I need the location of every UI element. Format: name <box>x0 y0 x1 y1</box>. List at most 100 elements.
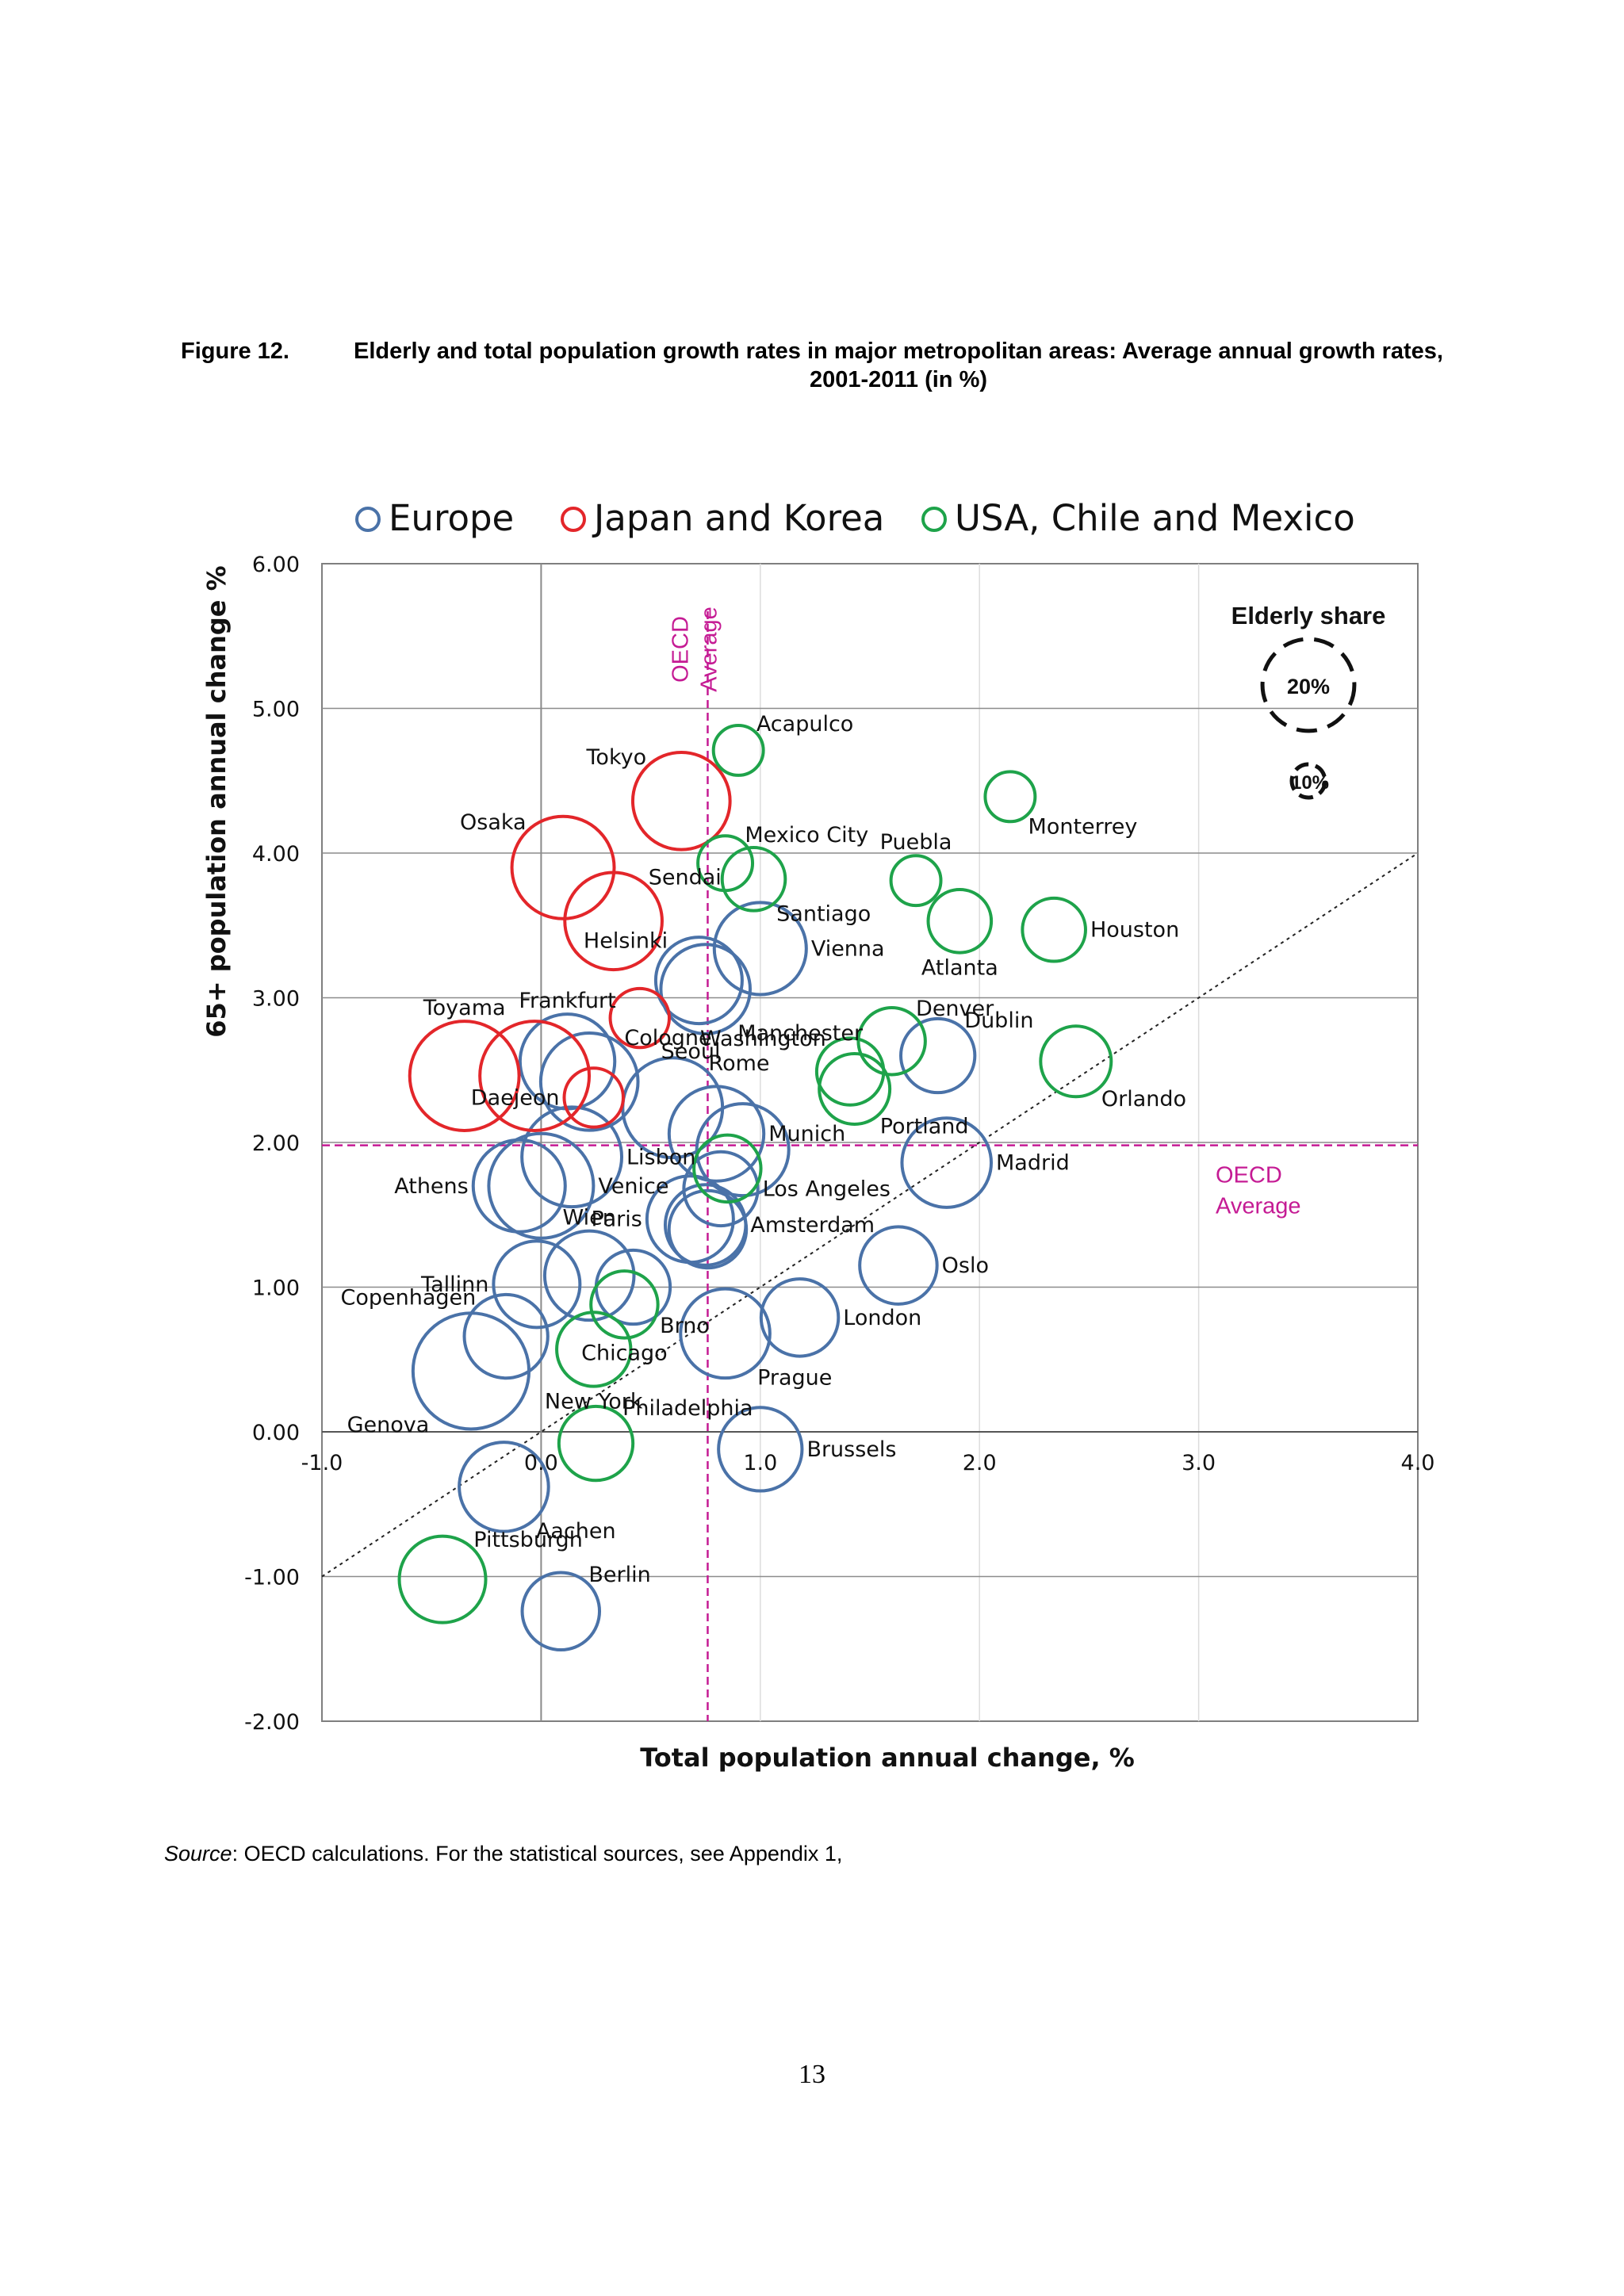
bubble-munich <box>695 1102 791 1198</box>
legend-label-usa: USA, Chile and Mexico <box>955 497 1355 539</box>
city-label: Orlando <box>1101 1087 1186 1112</box>
bubble-monterrey <box>983 770 1037 824</box>
size-legend-label-20: 20% <box>1287 675 1330 698</box>
city-label: Los Angeles <box>763 1177 891 1201</box>
bubble-genova <box>411 1311 531 1431</box>
city-label: Denver <box>916 997 994 1021</box>
bubble-philadelphia <box>557 1404 635 1483</box>
source-note: Source: OECD calculations. For the stati… <box>164 1842 842 1866</box>
bubble-tokyo <box>630 750 732 851</box>
y-tick-label: 2.00 <box>252 1131 300 1156</box>
x-tick-label: 1.0 <box>743 1451 777 1475</box>
city-label: Brno <box>660 1314 710 1338</box>
bubble-new-york <box>555 1311 633 1388</box>
bubble-osaka <box>510 814 616 920</box>
x-tick-label: -1.0 <box>301 1451 343 1475</box>
bubble-munich <box>667 1085 766 1183</box>
bubble-acapulco <box>711 723 765 777</box>
bubble-seoul <box>608 986 672 1050</box>
bubble-denver <box>856 1006 927 1077</box>
bubble-kitakyushu <box>478 1020 592 1132</box>
bubble-madrid <box>900 1116 994 1209</box>
bubble-daejeon <box>562 1066 625 1129</box>
city-label: Amsterdam <box>750 1213 875 1238</box>
y-tick-label: 6.00 <box>252 553 300 577</box>
bubble-puebla <box>889 854 943 908</box>
city-label: Monterrey <box>1028 814 1138 839</box>
y-tick-label: 5.00 <box>252 698 300 722</box>
bubble-prague <box>679 1287 772 1380</box>
grid <box>321 563 1419 1722</box>
city-label: Dublin <box>964 1008 1033 1033</box>
city-label: Acapulco <box>756 712 854 737</box>
city-label: Seoul <box>661 1039 721 1064</box>
bubble-london <box>759 1277 841 1358</box>
city-label: Lisbon <box>626 1145 695 1169</box>
reference-line <box>321 852 1419 1578</box>
x-tick-label: 3.0 <box>1182 1451 1216 1475</box>
city-label: London <box>843 1306 921 1330</box>
bubble-los-angeles <box>692 1133 763 1204</box>
city-label: Daejeon <box>471 1085 560 1110</box>
city-label: Prague <box>757 1365 832 1390</box>
page-number: 13 <box>799 2060 825 2089</box>
bubble-oslo <box>858 1225 939 1306</box>
city-label: Aachen <box>536 1519 616 1544</box>
city-label: New York <box>545 1390 643 1414</box>
oecd-average-horizontal-label-1: OECD <box>1216 1163 1282 1188</box>
oecd-average-horizontal-label-2: Average <box>1216 1194 1301 1219</box>
bubble-stockholm <box>667 1188 749 1270</box>
bubble-chicago <box>589 1269 660 1340</box>
bubble-houston <box>1021 896 1087 963</box>
oecd-average-vertical-label-1: OECD <box>668 616 693 683</box>
bubble-aachen <box>458 1441 550 1533</box>
bubble-manchester <box>659 943 752 1035</box>
legend-marker-usa <box>921 507 947 532</box>
bubble-dublin <box>899 1016 977 1095</box>
city-label: Rome <box>709 1051 770 1076</box>
reference-line-group <box>321 852 1419 1578</box>
y-tick-label: -1.00 <box>244 1566 300 1590</box>
size-legend-label-10: 10% <box>1291 772 1329 794</box>
city-label: Puebla <box>880 830 952 855</box>
axes: -2.00 -1.00 0.00 1.00 2.00 3.00 4.00 5.00 6.00 -1… <box>201 553 1434 1773</box>
city-label: Washington <box>700 1027 826 1051</box>
city-label: Tallinn <box>420 1272 488 1297</box>
city-label: Tokyo <box>586 745 647 770</box>
bubble-vienna <box>712 901 808 997</box>
city-label: Pittsburgh <box>473 1528 583 1552</box>
bubble-berlin <box>520 1571 602 1652</box>
y-tick-label: 4.00 <box>252 842 300 867</box>
bubble-venice <box>487 1131 596 1240</box>
bubble-athens <box>471 1138 567 1234</box>
city-label: Vienna <box>811 936 885 961</box>
city-label: Berlin <box>588 1563 650 1587</box>
bubble-brussels <box>717 1406 804 1493</box>
y-tick-label: -2.00 <box>244 1710 300 1735</box>
x-tick-label: 0.0 <box>524 1451 558 1475</box>
bubble-cologne <box>538 1031 640 1132</box>
x-tick-label: 2.0 <box>963 1451 997 1475</box>
y-tick-label: 0.00 <box>252 1421 300 1445</box>
city-labels: Vienna Helsinki Manchester Frankfurt Cologne… <box>341 712 1187 1587</box>
city-label: Osaka <box>460 810 527 835</box>
bubble-helsinki <box>653 936 744 1026</box>
legend-label-europe: Europe <box>389 497 514 539</box>
city-label: Oslo <box>942 1253 989 1278</box>
size-legend-title: Elderly share <box>1231 602 1386 629</box>
city-label: Philadelphia <box>622 1396 753 1421</box>
size-legend: Elderly share 20% 10% <box>1231 602 1386 800</box>
city-label: Madrid <box>996 1151 1070 1176</box>
city-label: Venice <box>598 1174 668 1199</box>
legend-label-japan_korea: Japan and Korea <box>592 497 884 539</box>
city-label: Wien <box>563 1206 616 1230</box>
size-legend-circle-10 <box>1289 762 1327 800</box>
x-axis-title: Total population annual change, % <box>640 1743 1135 1773</box>
figure-number: Figure 12. <box>181 339 289 364</box>
city-label: Munich <box>768 1122 845 1146</box>
oecd-average-vertical-label-2: Average <box>696 607 722 692</box>
legend-marker-europe <box>355 507 381 532</box>
city-label: Genova <box>347 1413 430 1437</box>
